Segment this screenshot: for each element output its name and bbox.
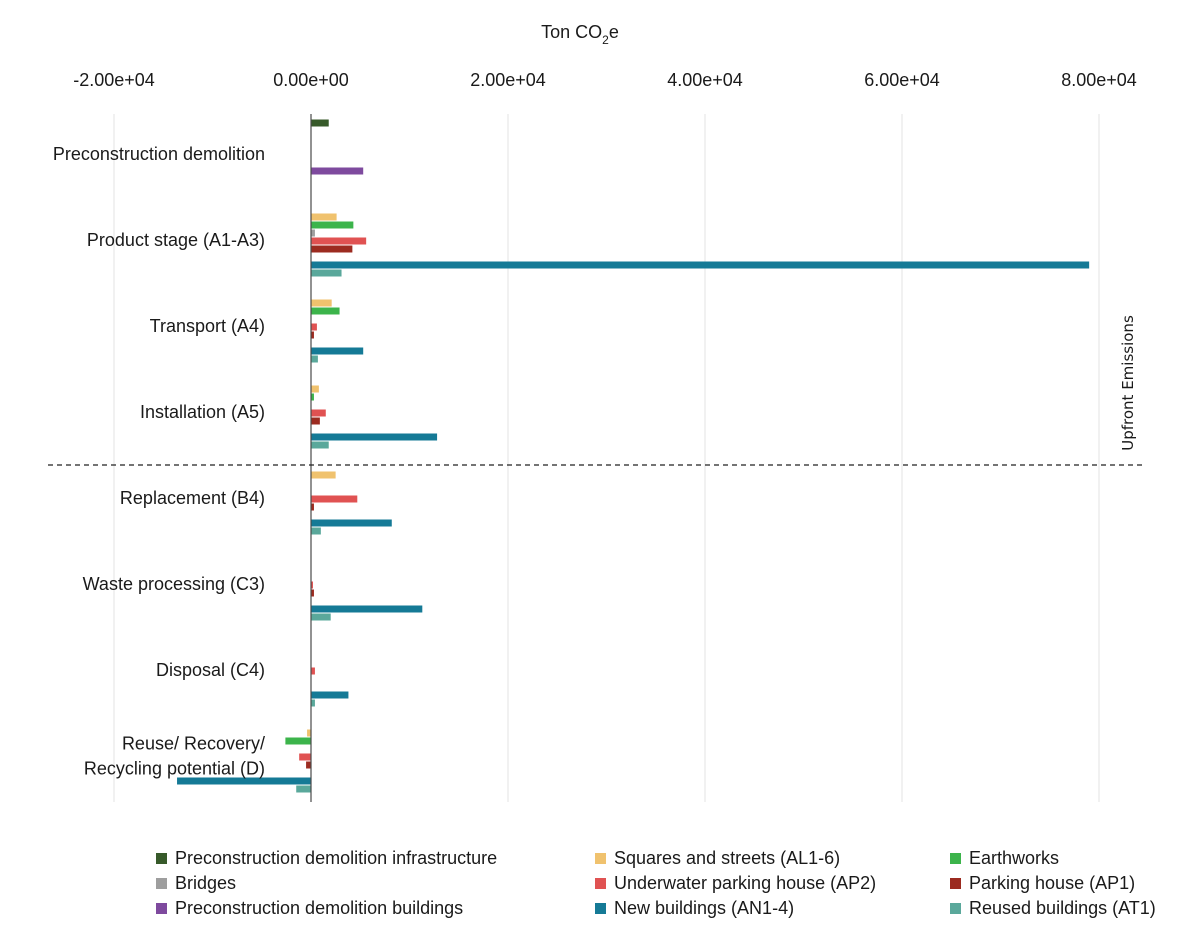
bar-parking-house-ap1--2: [311, 245, 353, 253]
bar-underwater-parking-house-ap2--3: [311, 323, 317, 331]
bar-reused-buildings-at1--7: [311, 699, 315, 707]
category-label: Transport (A4): [150, 316, 265, 336]
x-tick-label: 0.00e+00: [273, 70, 349, 90]
bar-parking-house-ap1--6: [311, 589, 314, 597]
bar-underwater-parking-house-ap2--8: [299, 753, 311, 761]
category-label: Product stage (A1-A3): [87, 230, 265, 250]
bar-reused-buildings-at1--8: [296, 785, 311, 793]
category-labels: Preconstruction demolition Product stage …: [53, 144, 265, 779]
bar-parking-house-ap1--8: [306, 761, 311, 769]
bar-preconstruction-demolition-infrastructure-1: [311, 119, 329, 127]
bar-squares-and-streets-al1-6--2: [311, 213, 337, 221]
x-tick-labels: -2.00e+04 0.00e+00 2.00e+04 4.00e+04 6.00e+0…: [73, 70, 1137, 90]
bar-squares-and-streets-al1-6--4: [311, 385, 319, 393]
bar-parking-house-ap1--5: [311, 503, 314, 511]
bar-earthworks-3: [311, 307, 340, 315]
bar-bridges-2: [311, 229, 315, 237]
bar-parking-house-ap1--3: [311, 331, 314, 339]
bar-new-buildings-an1-4--6: [311, 605, 423, 613]
bar-reused-buildings-at1--4: [311, 441, 329, 449]
bar-earthworks-2: [311, 221, 354, 229]
bar-squares-and-streets-al1-6--3: [311, 299, 332, 307]
bar-reused-buildings-at1--6: [311, 613, 331, 621]
bar-earthworks-4: [311, 393, 314, 401]
bar-parking-house-ap1--4: [311, 417, 320, 425]
category-label: Waste processing (C3): [83, 574, 265, 594]
x-tick-label: 6.00e+04: [864, 70, 940, 90]
bar-new-buildings-an1-4--8: [177, 777, 311, 785]
bar-new-buildings-an1-4--2: [311, 261, 1090, 269]
bar-group: [177, 119, 1090, 793]
category-label: Installation (A5): [140, 402, 265, 422]
bar-reused-buildings-at1--3: [311, 355, 318, 363]
bar-underwater-parking-house-ap2--4: [311, 409, 326, 417]
bar-earthworks-8: [285, 737, 311, 745]
bar-reused-buildings-at1--5: [311, 527, 321, 535]
bar-new-buildings-an1-4--7: [311, 691, 349, 699]
x-tick-label: 2.00e+04: [470, 70, 546, 90]
category-label: Disposal (C4): [156, 660, 265, 680]
bar-underwater-parking-house-ap2--7: [311, 667, 315, 675]
bar-new-buildings-an1-4--4: [311, 433, 438, 441]
x-tick-label: 8.00e+04: [1061, 70, 1137, 90]
x-tick-label: -2.00e+04: [73, 70, 155, 90]
category-label: Recycling potential (D): [84, 759, 265, 779]
upfront-emissions-annotation: Upfront Emissions: [1119, 315, 1137, 451]
category-label: Preconstruction demolition: [53, 144, 265, 164]
x-tick-label: 4.00e+04: [667, 70, 743, 90]
grid-lines: [113, 114, 1100, 802]
bar-squares-and-streets-al1-6--8: [307, 729, 311, 737]
bar-underwater-parking-house-ap2--6: [311, 581, 313, 589]
bar-squares-and-streets-al1-6--5: [311, 471, 336, 479]
bar-reused-buildings-at1--2: [311, 269, 342, 277]
bar-underwater-parking-house-ap2--5: [311, 495, 358, 503]
bar-preconstruction-demolition-buildings-1: [311, 167, 364, 175]
category-label: Reuse/ Recovery/: [122, 734, 265, 754]
x-axis-title: Ton CO2e: [541, 22, 619, 47]
bar-underwater-parking-house-ap2--2: [311, 237, 367, 245]
bar-new-buildings-an1-4--5: [311, 519, 392, 527]
category-label: Replacement (B4): [120, 488, 265, 508]
bar-new-buildings-an1-4--3: [311, 347, 364, 355]
